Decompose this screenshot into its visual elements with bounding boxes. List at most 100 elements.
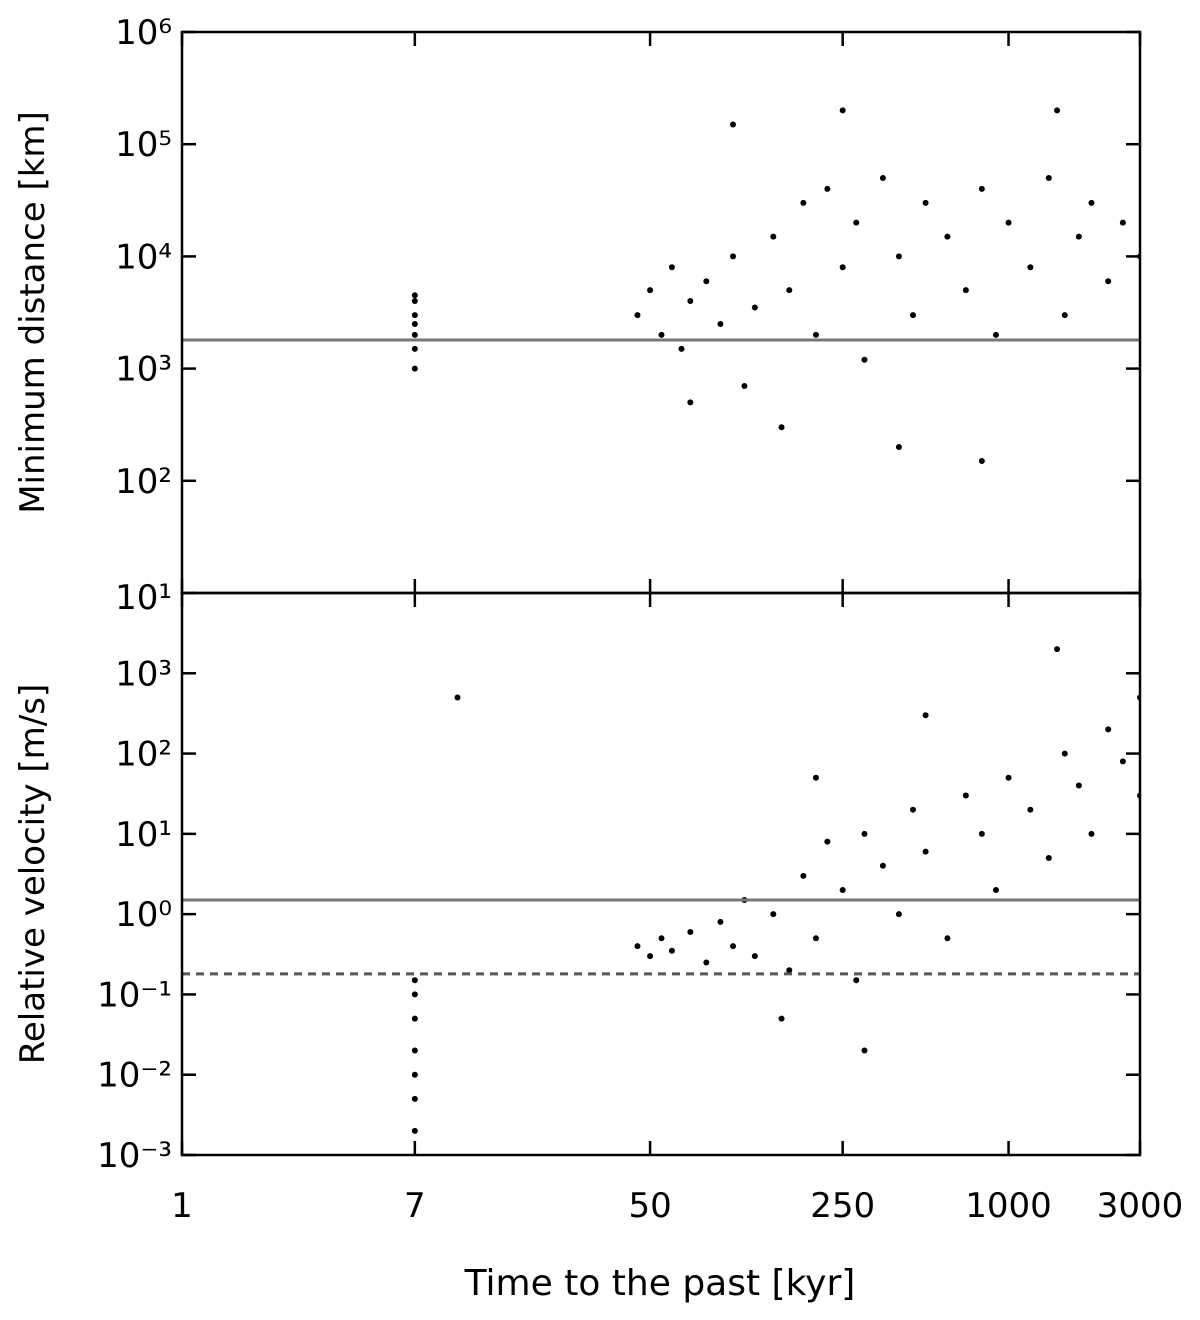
data-point — [411, 365, 418, 372]
data-point — [1075, 233, 1082, 240]
data-point — [839, 264, 846, 271]
data-point — [411, 1047, 418, 1054]
data-point — [786, 287, 793, 294]
data-point — [770, 911, 777, 918]
x-tick-label: 7 — [404, 1186, 426, 1226]
data-point — [647, 953, 654, 960]
data-point — [879, 174, 886, 181]
data-point — [1119, 219, 1126, 226]
data-point — [879, 862, 886, 869]
data-point — [1061, 312, 1068, 319]
data-point — [687, 399, 694, 406]
y-axis-label: Relative velocity [m/s] — [13, 684, 53, 1064]
data-point — [978, 185, 985, 192]
data-point — [1045, 855, 1052, 862]
data-point — [922, 199, 929, 206]
data-point — [978, 458, 985, 465]
plot-frame — [180, 30, 1142, 595]
data-point — [922, 848, 929, 855]
data-point — [658, 331, 665, 338]
data-point — [634, 312, 641, 319]
data-point — [411, 292, 418, 299]
data-point — [668, 264, 675, 271]
y-tick-label: 10¹ — [115, 578, 172, 618]
data-point — [895, 444, 902, 451]
x-tick-label: 1000 — [965, 1186, 1052, 1226]
data-point — [812, 774, 819, 781]
data-point — [1045, 174, 1052, 181]
data-point — [411, 298, 418, 305]
data-point — [944, 935, 951, 942]
data-point — [778, 424, 785, 431]
data-point — [824, 838, 831, 845]
data-point — [812, 331, 819, 338]
data-point — [658, 935, 665, 942]
data-point — [922, 712, 929, 719]
data-point — [1088, 199, 1095, 206]
data-point — [1027, 264, 1034, 271]
y-axis-label: Minimum distance [km] — [13, 111, 53, 514]
data-point — [730, 253, 737, 260]
data-point — [411, 1015, 418, 1022]
data-point — [411, 320, 418, 327]
data-point — [1054, 646, 1061, 653]
data-point — [411, 331, 418, 338]
data-point — [1061, 750, 1068, 757]
data-point — [668, 947, 675, 954]
data-point — [411, 345, 418, 352]
data-point — [962, 792, 969, 799]
data-point — [861, 830, 868, 837]
data-point — [678, 345, 685, 352]
data-point — [717, 320, 724, 327]
data-point — [1088, 830, 1095, 837]
data-point — [962, 287, 969, 294]
data-point — [411, 1071, 418, 1078]
data-point — [839, 107, 846, 114]
data-point — [687, 928, 694, 935]
x-tick-label: 1 — [171, 1186, 193, 1226]
x-axis-label: Time to the past [kyr] — [464, 1263, 856, 1304]
y-tick-label: 10² — [115, 462, 172, 502]
data-point — [978, 830, 985, 837]
y-tick-label: 10⁻² — [97, 1056, 172, 1096]
data-point — [839, 886, 846, 893]
data-point — [730, 943, 737, 950]
data-point — [687, 298, 694, 305]
data-point — [861, 1047, 868, 1054]
data-point — [411, 1127, 418, 1134]
data-point — [944, 233, 951, 240]
y-tick-label: 10¹ — [115, 815, 172, 855]
y-tick-label: 10⁰ — [115, 895, 172, 935]
data-point — [992, 886, 999, 893]
y-tick-label: 10⁵ — [115, 125, 172, 165]
data-point — [895, 253, 902, 260]
data-point — [1054, 107, 1061, 114]
data-point — [717, 918, 724, 925]
data-point — [1119, 758, 1126, 765]
y-tick-label: 10⁶ — [115, 13, 172, 53]
data-point — [647, 287, 654, 294]
data-point — [454, 694, 461, 701]
data-point — [1027, 806, 1034, 813]
data-point — [910, 312, 917, 319]
data-point — [824, 185, 831, 192]
x-tick-label: 50 — [628, 1186, 671, 1226]
plot-area — [182, 646, 1140, 1134]
data-point — [751, 304, 758, 311]
data-point — [895, 911, 902, 918]
x-tick-label: 250 — [810, 1186, 875, 1226]
data-point — [1005, 774, 1012, 781]
y-tick-label: 10² — [115, 735, 172, 775]
data-point — [634, 943, 641, 950]
y-tick-label: 10³ — [115, 654, 172, 694]
data-point — [812, 935, 819, 942]
data-point — [703, 959, 710, 966]
data-point — [741, 382, 748, 389]
data-point — [1075, 782, 1082, 789]
y-tick-label: 10⁴ — [115, 237, 172, 277]
data-point — [778, 1015, 785, 1022]
data-point — [800, 872, 807, 879]
data-point — [751, 953, 758, 960]
